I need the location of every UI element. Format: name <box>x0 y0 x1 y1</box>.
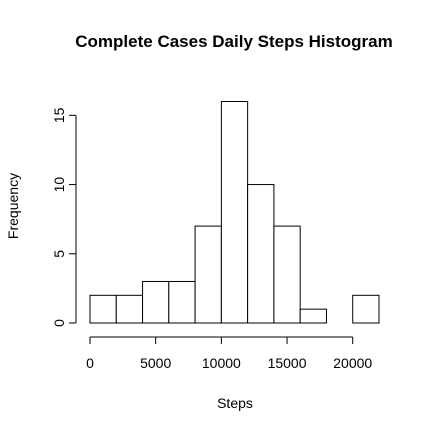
y-tick-label: 5 <box>51 250 67 258</box>
y-tick-label: 0 <box>51 319 67 327</box>
histogram-bar <box>89 294 117 324</box>
histogram-bar <box>194 225 222 324</box>
histogram-bar <box>352 294 380 324</box>
x-tick-label: 15000 <box>268 355 307 371</box>
y-axis-label: Frequency <box>5 173 21 239</box>
x-axis: 0 5000 10000 15000 20000 <box>86 336 372 371</box>
chart-title: Complete Cases Daily Steps Histogram <box>75 32 392 51</box>
y-axis: 0 5 10 15 <box>51 107 77 327</box>
bars-group <box>89 101 380 324</box>
histogram-bar <box>273 225 301 324</box>
histogram-bar <box>299 308 327 324</box>
x-tick-label: 0 <box>86 355 94 371</box>
x-tick-label: 10000 <box>202 355 241 371</box>
x-tick-label: 20000 <box>333 355 372 371</box>
y-tick-label: 10 <box>51 177 67 193</box>
histogram-bar <box>168 280 196 324</box>
histogram-bar <box>142 280 170 324</box>
histogram-bar <box>247 184 275 324</box>
x-tick-label: 5000 <box>140 355 171 371</box>
y-tick-label: 15 <box>51 107 67 123</box>
histogram-bar <box>220 101 249 324</box>
histogram-bar <box>115 294 144 324</box>
x-axis-label: Steps <box>217 395 253 411</box>
